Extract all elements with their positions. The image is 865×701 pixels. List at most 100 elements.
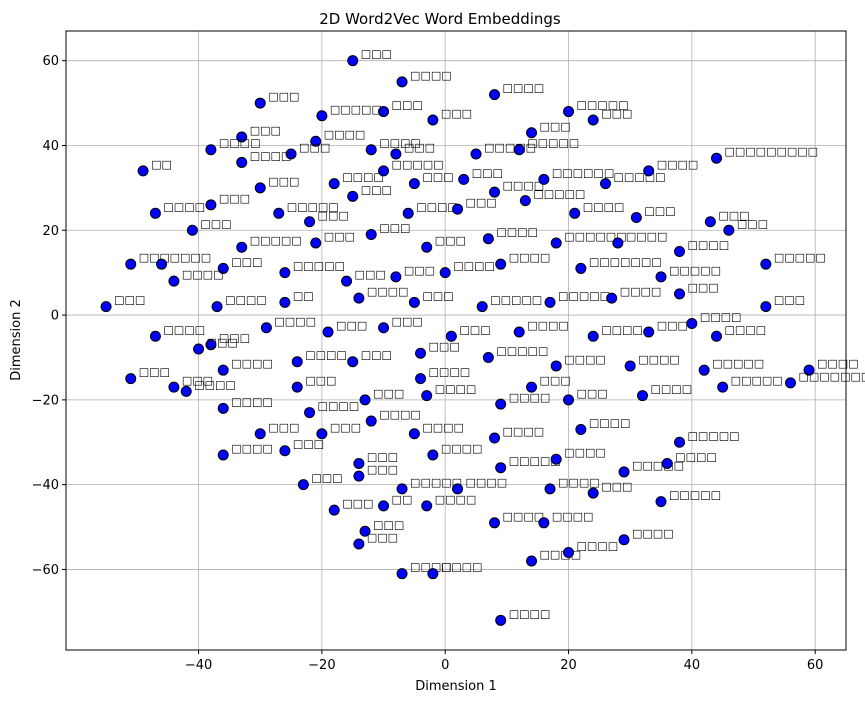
point-label: □□□: [182, 374, 213, 387]
data-point: [279, 445, 291, 457]
data-point: [587, 487, 599, 499]
data-point: [476, 301, 488, 313]
point-label: □□□: [422, 289, 453, 302]
y-tick-label: −60: [32, 563, 59, 578]
data-point: [452, 483, 464, 495]
point-label: □□□□: [503, 510, 545, 523]
data-point: [260, 322, 272, 334]
point-label: □□□: [404, 141, 435, 154]
point-label: □□□: [207, 336, 238, 349]
data-point: [359, 525, 371, 537]
point-label: □□□□: [620, 285, 662, 298]
data-point: [279, 267, 291, 279]
data-point: [803, 364, 815, 376]
data-point: [408, 296, 420, 308]
data-point: [402, 207, 414, 219]
y-tick-label: 0: [51, 309, 59, 324]
data-point: [211, 301, 223, 313]
data-point: [495, 258, 507, 270]
point-label: □□□□□: [774, 251, 826, 264]
point-label: □□□□: [583, 200, 625, 213]
point-label: □□□: [540, 374, 571, 387]
data-point: [279, 296, 291, 308]
data-point: [149, 207, 161, 219]
data-point: [310, 135, 322, 147]
data-point: [415, 347, 427, 359]
point-label: □□□□: [509, 607, 551, 620]
data-point: [427, 449, 439, 461]
data-point: [785, 377, 797, 389]
point-label: □□□: [299, 141, 330, 154]
point-label: □□□: [311, 472, 342, 485]
data-point: [236, 156, 248, 168]
point-label: □□□□: [274, 315, 316, 328]
data-point: [254, 428, 266, 440]
point-label: □□□□□□□□□: [725, 145, 819, 158]
point-label: □□□□: [601, 323, 643, 336]
point-label: □□□□: [552, 510, 594, 523]
point-label: □□□□□□: [564, 230, 626, 243]
point-label: □□□□: [441, 442, 483, 455]
data-point: [482, 233, 494, 245]
point-label: □□□□: [503, 179, 545, 192]
data-point: [316, 428, 328, 440]
point-label: □□□: [429, 340, 460, 353]
data-point: [575, 262, 587, 274]
point-label: □□□□: [817, 357, 859, 370]
point-label: □□□□: [509, 251, 551, 264]
point-label: □□□□: [435, 383, 477, 396]
grid: [66, 31, 846, 650]
point-label: □□□: [373, 518, 404, 531]
data-point: [285, 148, 297, 160]
data-point: [205, 339, 217, 351]
point-label: □□: [392, 493, 413, 506]
data-point: [359, 394, 371, 406]
data-point: [347, 190, 359, 202]
data-point: [254, 182, 266, 194]
data-point: [513, 326, 525, 338]
data-point: [205, 199, 217, 211]
point-label: □□□: [361, 183, 392, 196]
point-label: □□□□: [250, 149, 292, 162]
point-label: □□□: [601, 107, 632, 120]
data-point: [193, 343, 205, 355]
y-tick-label: 40: [42, 139, 59, 154]
data-point: [149, 330, 161, 342]
data-point: [624, 360, 636, 372]
point-label: □□□: [355, 268, 386, 281]
y-tick-label: −20: [32, 393, 59, 408]
point-label: □□□: [688, 281, 719, 294]
data-point: [489, 517, 501, 529]
point-label: □□: [151, 158, 172, 171]
point-label: □□□□□: [490, 294, 542, 307]
data-point: [297, 479, 309, 491]
x-axis-title: Dimension 1: [415, 679, 497, 694]
data-point: [310, 237, 322, 249]
point-label: □□□: [601, 480, 632, 493]
point-label: □□□: [392, 99, 423, 112]
data-point: [489, 186, 501, 198]
point-label: □□□: [367, 463, 398, 476]
data-point: [137, 165, 149, 177]
data-point: [538, 173, 550, 185]
data-point: [618, 466, 630, 478]
point-label: □□□□: [231, 395, 273, 408]
data-point: [550, 453, 562, 465]
x-tick-label: −40: [185, 658, 212, 673]
point-label: □□□□: [688, 238, 730, 251]
point-label: □□□: [367, 531, 398, 544]
point-label: □□□□: [225, 294, 267, 307]
point-label: □□□: [336, 319, 367, 332]
chart-title: 2D Word2Vec Word Embeddings: [319, 10, 561, 28]
point-label: □□□: [657, 319, 688, 332]
point-label: □□□: [342, 497, 373, 510]
y-tick-label: 60: [42, 54, 59, 69]
data-point: [396, 76, 408, 88]
data-point: [273, 207, 285, 219]
data-point: [396, 568, 408, 580]
point-label: □□□□: [182, 268, 224, 281]
data-point: [760, 258, 772, 270]
point-label: □□□□: [503, 425, 545, 438]
data-point: [711, 152, 723, 164]
point-label: □□□: [459, 323, 490, 336]
